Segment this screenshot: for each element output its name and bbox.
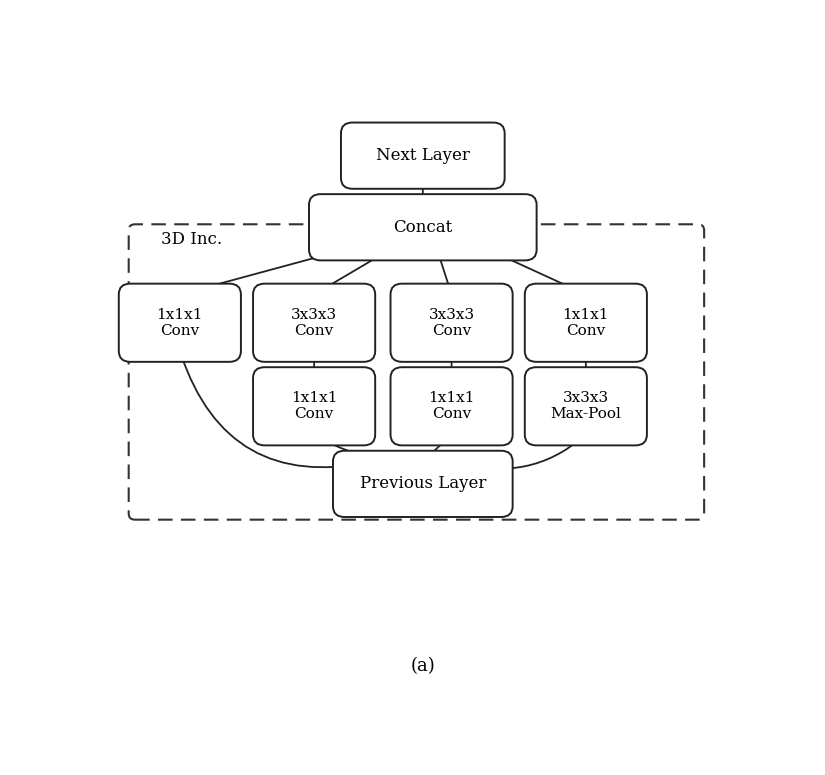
Text: 3x3x3
Conv: 3x3x3 Conv <box>291 308 337 338</box>
FancyBboxPatch shape <box>341 122 505 189</box>
FancyBboxPatch shape <box>309 195 536 260</box>
Text: Next Layer: Next Layer <box>376 147 469 164</box>
FancyBboxPatch shape <box>390 367 512 446</box>
FancyBboxPatch shape <box>525 284 647 362</box>
Text: Concat: Concat <box>394 219 452 236</box>
Text: 1x1x1
Conv: 1x1x1 Conv <box>563 308 609 338</box>
Text: 1x1x1
Conv: 1x1x1 Conv <box>428 391 475 422</box>
FancyBboxPatch shape <box>390 284 512 362</box>
FancyBboxPatch shape <box>333 451 512 517</box>
Text: 1x1x1
Conv: 1x1x1 Conv <box>291 391 337 422</box>
Text: 3x3x3
Max-Pool: 3x3x3 Max-Pool <box>550 391 621 422</box>
Text: 3x3x3
Conv: 3x3x3 Conv <box>428 308 474 338</box>
FancyBboxPatch shape <box>253 367 375 446</box>
Text: 3D Inc.: 3D Inc. <box>161 231 222 248</box>
FancyBboxPatch shape <box>525 367 647 446</box>
Text: 1x1x1
Conv: 1x1x1 Conv <box>157 308 203 338</box>
Text: (a): (a) <box>411 657 436 675</box>
Text: Previous Layer: Previous Layer <box>360 475 486 492</box>
FancyBboxPatch shape <box>119 284 241 362</box>
FancyBboxPatch shape <box>253 284 375 362</box>
